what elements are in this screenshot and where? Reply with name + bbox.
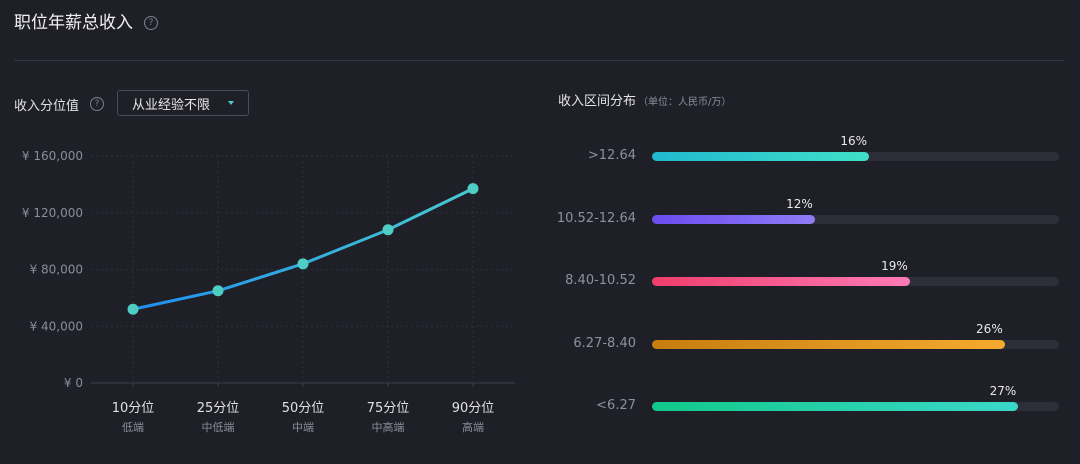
y-tick-label: ¥ 80,000: [30, 263, 83, 277]
bar-track: [652, 340, 1059, 349]
x-tick-sublabel: 中端: [292, 421, 314, 434]
category-label: 10.52-12.64: [556, 211, 636, 226]
bar-value-label: 19%: [881, 259, 908, 273]
caret-down-icon: [228, 101, 234, 105]
data-point: [467, 183, 479, 195]
x-tick-sublabel: 低端: [122, 421, 144, 434]
category-label: >12.64: [587, 148, 636, 163]
bar-fill: [652, 215, 815, 224]
x-tick-label: 10分位: [112, 401, 155, 416]
bar-fill: [652, 402, 1019, 411]
y-tick-label: ¥ 40,000: [30, 319, 83, 333]
bar-track: [652, 215, 1059, 224]
x-tick-label: 50分位: [282, 401, 325, 416]
x-tick-sublabel: 中低端: [202, 421, 235, 434]
x-tick-label: 75分位: [367, 401, 410, 416]
data-point: [382, 224, 394, 236]
bar-track: [652, 402, 1059, 411]
bar-value-label: 26%: [976, 322, 1003, 336]
x-tick-label: 25分位: [197, 401, 240, 416]
data-point: [212, 285, 224, 297]
distribution-section-label: 收入区间分布 （单位：人民币/万）: [558, 90, 731, 109]
bar-fill: [652, 340, 1005, 349]
category-label: <6.27: [596, 398, 636, 413]
data-point: [297, 258, 309, 270]
page-title: 职位年薪总收入: [14, 13, 133, 33]
x-tick-sublabel: 高端: [462, 420, 484, 434]
bar-value-label: 12%: [786, 197, 813, 211]
y-tick-label: ¥ 0: [64, 376, 83, 390]
y-tick-label: ¥ 120,000: [22, 206, 83, 220]
bar-value-label: 27%: [989, 384, 1017, 398]
data-point: [127, 303, 139, 315]
category-label: 8.40-10.52: [565, 273, 636, 288]
bar-track: [652, 152, 1059, 161]
y-tick-label: ¥ 160,000: [22, 149, 83, 163]
help-icon[interactable]: ?: [144, 16, 158, 30]
divider: [14, 60, 1064, 61]
x-tick-sublabel: 中高端: [372, 420, 405, 434]
bar-track: [652, 277, 1059, 286]
bar-fill: [652, 277, 910, 286]
dropdown-value: 从业经验不限: [132, 97, 211, 113]
help-icon[interactable]: ?: [90, 97, 104, 111]
distribution-title: 收入区间分布: [558, 94, 637, 109]
percentile-section-label: 收入分位值: [14, 99, 80, 114]
bar-value-label: 16%: [840, 134, 868, 148]
distribution-unit: （单位：人民币/万）: [638, 97, 732, 108]
category-label: 6.27-8.40: [573, 336, 636, 351]
bar-fill: [652, 152, 870, 161]
experience-dropdown[interactable]: 从业经验不限: [117, 90, 249, 116]
percentile-line-chart: ¥ 0 ¥ 40,000 ¥ 80,000 ¥ 120,000 ¥ 160,000 10分…: [22, 149, 515, 434]
x-tick-label: 90分位: [452, 401, 495, 416]
